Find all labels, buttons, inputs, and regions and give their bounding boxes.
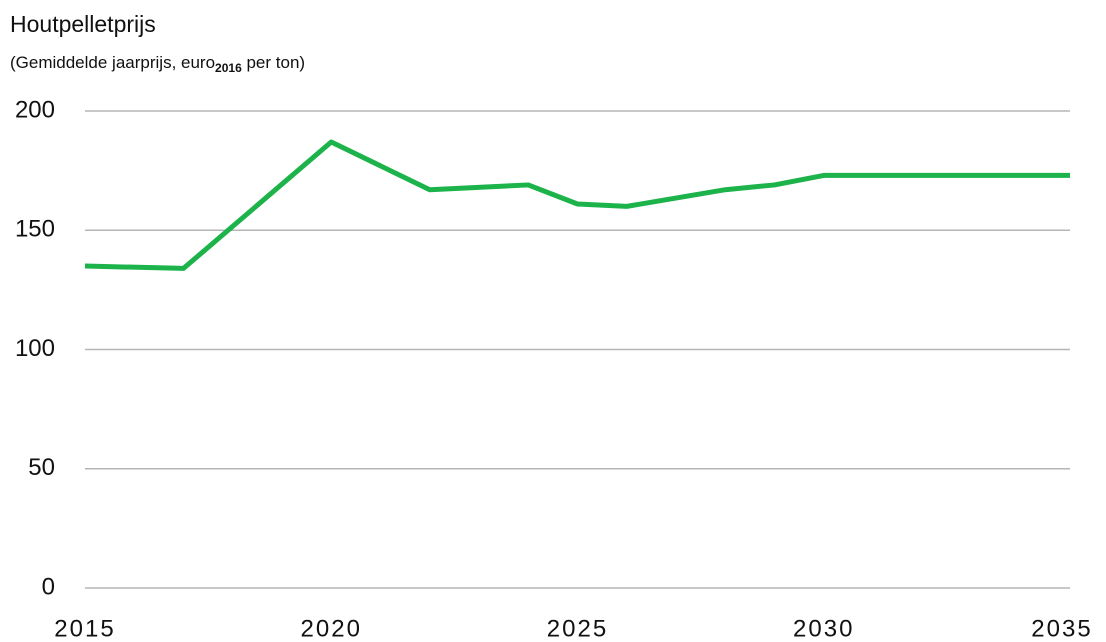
subtitle-rest: per ton) [242, 53, 305, 72]
subtitle-text: (Gemiddelde jaarprijs, euro [10, 53, 215, 72]
x-tick-label: 2030 [793, 615, 854, 642]
data-line [84, 139, 1070, 271]
y-tick-label: 200 [15, 96, 55, 123]
x-tick-label: 2025 [547, 615, 608, 642]
y-tick-label: 0 [42, 573, 55, 600]
x-tick-label: 2035 [1031, 615, 1092, 642]
chart-title: Houtpelletprijs [10, 11, 156, 37]
y-tick-label: 100 [15, 335, 55, 362]
y-tick-label: 50 [28, 454, 55, 481]
x-tick-label: 2015 [54, 615, 115, 642]
y-tick-label: 150 [15, 216, 55, 243]
chart-subtitle: (Gemiddelde jaarprijs, euro2016 per ton) [10, 53, 305, 75]
subtitle-subscript: 2016 [215, 61, 242, 75]
x-tick-label: 2020 [301, 615, 362, 642]
